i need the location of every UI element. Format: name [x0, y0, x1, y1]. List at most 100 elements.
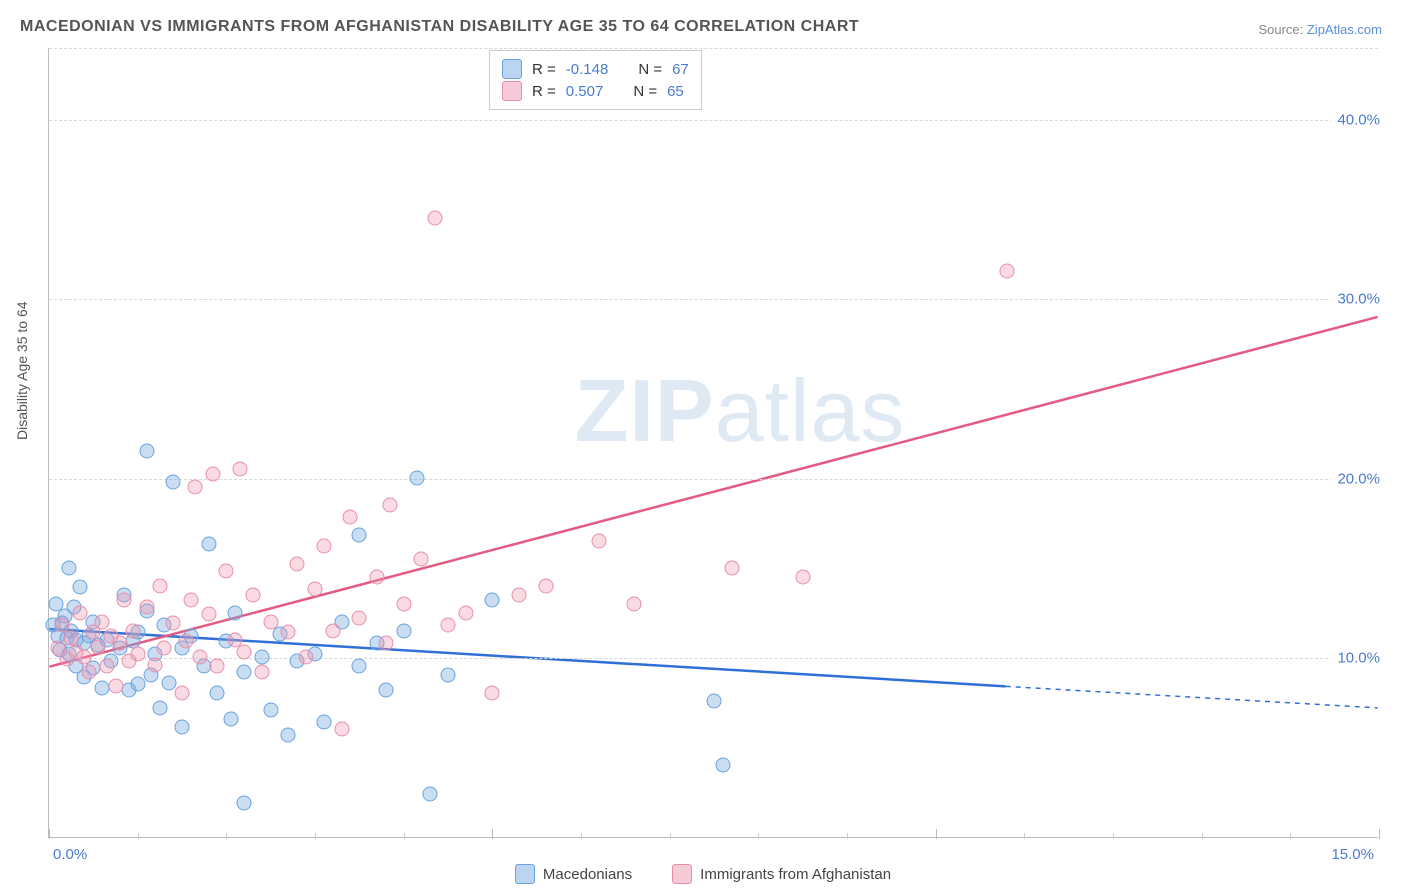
data-point	[441, 668, 456, 683]
legend-label-2: Immigrants from Afghanistan	[700, 866, 891, 883]
data-point	[325, 623, 340, 638]
data-point	[77, 650, 92, 665]
legend-item-1: Macedonians	[515, 864, 632, 884]
data-point	[112, 636, 127, 651]
n-label: N =	[633, 83, 657, 100]
data-point	[139, 600, 154, 615]
source-link[interactable]: ZipAtlas.com	[1307, 22, 1382, 37]
data-point	[183, 593, 198, 608]
data-point	[188, 479, 203, 494]
data-point	[152, 578, 167, 593]
data-point	[95, 614, 110, 629]
gridline-h	[49, 120, 1378, 121]
data-point	[627, 596, 642, 611]
data-point	[237, 645, 252, 660]
data-point	[228, 605, 243, 620]
data-point	[485, 593, 500, 608]
r-value-1: -0.148	[566, 61, 609, 78]
data-point	[130, 677, 145, 692]
data-point	[383, 497, 398, 512]
correlation-legend: R = -0.148 N = 67 R = 0.507 N = 65	[489, 50, 702, 110]
n-value-2: 65	[667, 83, 684, 100]
n-label: N =	[638, 61, 662, 78]
data-point	[73, 580, 88, 595]
x-tick-minor	[581, 833, 582, 839]
data-point	[157, 641, 172, 656]
data-point	[81, 664, 96, 679]
data-point	[396, 623, 411, 638]
data-point	[724, 560, 739, 575]
x-tick-minor	[670, 833, 671, 839]
swatch-blue-icon	[502, 59, 522, 79]
data-point	[201, 537, 216, 552]
gridline-h	[49, 658, 1378, 659]
y-axis-label: Disability Age 35 to 64	[14, 301, 30, 440]
data-point	[378, 636, 393, 651]
data-point	[352, 659, 367, 674]
data-point	[61, 560, 76, 575]
data-point	[795, 569, 810, 584]
data-point	[254, 664, 269, 679]
data-point	[538, 578, 553, 593]
data-point	[232, 461, 247, 476]
x-tick-minor	[404, 833, 405, 839]
data-point	[707, 693, 722, 708]
legend-row-series1: R = -0.148 N = 67	[502, 59, 689, 79]
data-point	[175, 686, 190, 701]
data-point	[441, 618, 456, 633]
data-point	[210, 659, 225, 674]
gridline-h	[49, 48, 1378, 49]
data-point	[263, 702, 278, 717]
legend-row-series2: R = 0.507 N = 65	[502, 81, 689, 101]
data-point	[245, 587, 260, 602]
data-point	[237, 664, 252, 679]
y-tick-label: 20.0%	[1331, 470, 1380, 487]
gridline-h	[49, 479, 1378, 480]
x-tick-minor	[226, 833, 227, 839]
data-point	[458, 605, 473, 620]
series-legend: Macedonians Immigrants from Afghanistan	[0, 864, 1406, 884]
data-point	[223, 711, 238, 726]
data-point	[139, 443, 154, 458]
data-point	[161, 675, 176, 690]
x-tick-minor	[1202, 833, 1203, 839]
x-tick-label-right: 15.0%	[1331, 846, 1374, 863]
data-point	[715, 758, 730, 773]
y-tick-label: 40.0%	[1331, 111, 1380, 128]
data-point	[166, 616, 181, 631]
data-point	[316, 715, 331, 730]
data-point	[370, 569, 385, 584]
y-tick-label: 10.0%	[1331, 650, 1380, 667]
r-value-2: 0.507	[566, 83, 604, 100]
x-tick-major	[936, 829, 937, 839]
data-point	[290, 557, 305, 572]
source-attribution: Source: ZipAtlas.com	[1258, 22, 1382, 37]
legend-item-2: Immigrants from Afghanistan	[672, 864, 891, 884]
scatter-plot-area: ZIPatlas R = -0.148 N = 67 R = 0.507 N =…	[48, 48, 1378, 838]
data-point	[175, 720, 190, 735]
data-point	[299, 650, 314, 665]
x-tick-major	[492, 829, 493, 839]
data-point	[73, 605, 88, 620]
legend-label-1: Macedonians	[543, 866, 632, 883]
chart-title: MACEDONIAN VS IMMIGRANTS FROM AFGHANISTA…	[20, 18, 859, 36]
data-point	[414, 551, 429, 566]
r-label: R =	[532, 83, 556, 100]
swatch-pink-icon	[672, 864, 692, 884]
data-point	[511, 587, 526, 602]
data-point	[179, 634, 194, 649]
x-tick-minor	[315, 833, 316, 839]
data-point	[396, 596, 411, 611]
data-point	[99, 659, 114, 674]
trend-lines	[49, 48, 1378, 837]
data-point	[352, 610, 367, 625]
x-tick-minor	[1024, 833, 1025, 839]
data-point	[427, 210, 442, 225]
data-point	[423, 786, 438, 801]
data-point	[192, 650, 207, 665]
data-point	[485, 686, 500, 701]
data-point	[210, 686, 225, 701]
data-point	[237, 795, 252, 810]
x-tick-label-left: 0.0%	[53, 846, 87, 863]
watermark: ZIPatlas	[575, 360, 906, 462]
